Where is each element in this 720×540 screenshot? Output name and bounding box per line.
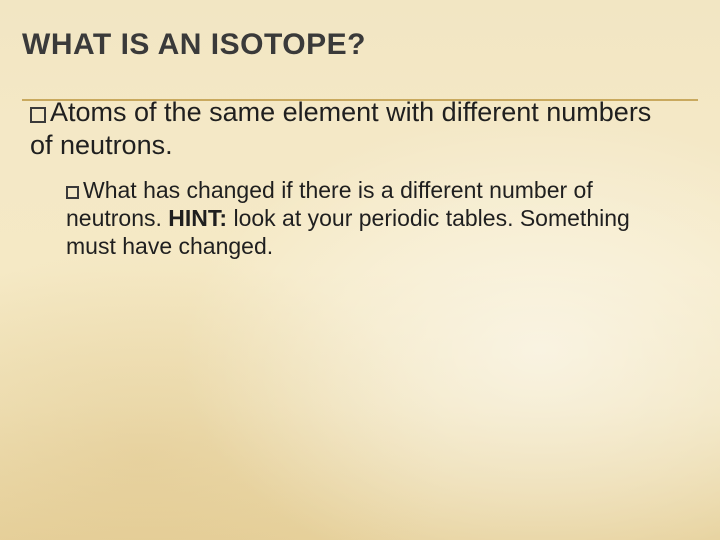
sub-bullet-lead: What <box>83 177 137 203</box>
bullet-square-icon <box>30 107 46 123</box>
main-bullet-lead: Atoms <box>50 97 127 127</box>
main-bullet: Atoms of the same element with different… <box>30 96 674 162</box>
sub-bullet: What has changed if there is a different… <box>66 176 674 260</box>
bullet-square-icon <box>66 186 79 199</box>
slide: WHAT IS AN ISOTOPE? Atoms of the same el… <box>0 0 720 540</box>
title-region: WHAT IS AN ISOTOPE? <box>22 28 698 62</box>
slide-title: WHAT IS AN ISOTOPE? <box>22 28 698 62</box>
slide-background <box>0 0 720 540</box>
sub-bullet-hint-label: HINT: <box>168 205 227 231</box>
slide-body: Atoms of the same element with different… <box>30 96 674 260</box>
